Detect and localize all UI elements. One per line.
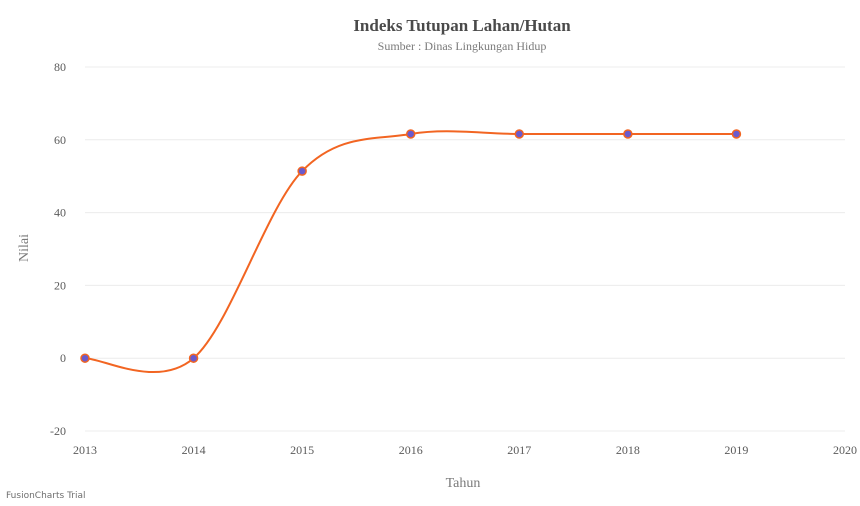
marker-layer (80, 129, 742, 363)
x-tick-label: 2016 (399, 443, 423, 457)
y-tick-label: 80 (54, 60, 66, 74)
chart-title: Indeks Tutupan Lahan/Hutan (353, 16, 571, 35)
series-layer (84, 130, 737, 374)
watermark-text: FusionCharts Trial (6, 491, 85, 501)
data-point-marker[interactable] (80, 353, 90, 363)
y-tick-label: 60 (54, 133, 66, 147)
chart-subtitle: Sumber : Dinas Lingkungan Hidup (378, 39, 547, 53)
x-axis-title: Tahun (446, 476, 481, 491)
x-tick-label: 2019 (724, 443, 748, 457)
x-tick-label: 2013 (73, 443, 97, 457)
series-line (84, 130, 737, 374)
data-point-marker[interactable] (623, 129, 633, 139)
y-axis-ticks: -20 0 20 40 60 80 (50, 60, 66, 438)
data-point-marker[interactable] (405, 129, 416, 139)
y-tick-label: -20 (50, 424, 66, 438)
y-tick-label: 40 (54, 206, 66, 220)
data-point-marker[interactable] (188, 353, 199, 363)
grid-lines (85, 66, 845, 432)
x-axis-ticks: 2013 2014 2015 2016 2017 2018 2019 2020 (73, 443, 857, 457)
y-axis-title: Nilai (17, 234, 32, 262)
x-tick-label: 2014 (182, 443, 206, 457)
x-tick-label: 2018 (616, 443, 640, 457)
data-point-marker[interactable] (297, 166, 307, 176)
data-point-marker[interactable] (731, 129, 742, 139)
data-point-marker[interactable] (514, 129, 525, 139)
x-tick-label: 2015 (290, 443, 314, 457)
y-tick-label: 0 (60, 351, 66, 365)
x-tick-label: 2017 (507, 443, 531, 457)
x-tick-label: 2020 (833, 443, 857, 457)
y-tick-label: 20 (54, 278, 66, 292)
